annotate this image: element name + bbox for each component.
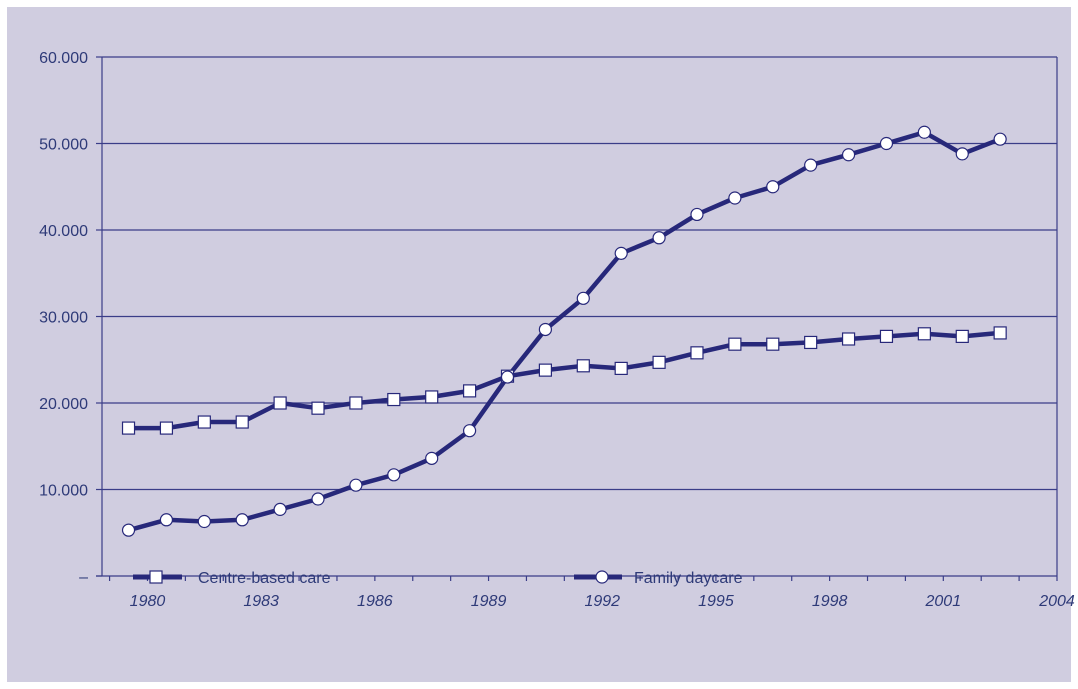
data-point-centre-based-care — [425, 390, 439, 404]
data-point-family-daycare — [841, 148, 856, 162]
data-point-centre-based-care — [690, 346, 704, 360]
y-tick-label: 20.000 — [39, 396, 88, 413]
legend-item-family-daycare: Family daycare — [574, 570, 743, 587]
data-point-centre-based-care — [538, 363, 552, 377]
y-tick-label: 50.000 — [39, 137, 88, 154]
data-point-family-daycare — [349, 478, 363, 492]
x-tick-label: 1986 — [357, 593, 393, 610]
data-point-family-daycare — [538, 322, 552, 337]
x-tick-label: 1989 — [471, 593, 507, 610]
data-point-family-daycare — [425, 451, 439, 465]
data-point-family-daycare — [804, 158, 818, 172]
y-tick-label: 60.000 — [39, 50, 88, 67]
series — [121, 125, 1007, 537]
data-point-family-daycare — [728, 191, 742, 205]
data-point-centre-based-care — [804, 335, 818, 350]
y-tick-label: 40.000 — [39, 223, 88, 240]
data-point-family-daycare — [993, 132, 1007, 146]
data-point-centre-based-care — [159, 421, 174, 435]
data-point-family-daycare — [500, 370, 515, 384]
data-point-centre-based-care — [917, 327, 931, 341]
series-line-family-daycare — [127, 130, 1002, 533]
data-point-family-daycare — [917, 125, 931, 139]
data-point-family-daycare — [462, 424, 477, 438]
data-point-family-daycare — [652, 231, 666, 245]
x-tick-label: 1992 — [584, 593, 620, 610]
y-tick-label: 10.000 — [39, 483, 88, 500]
data-point-centre-based-care — [349, 396, 363, 410]
legend: Centre-based care Family daycare — [133, 570, 743, 587]
data-point-family-daycare — [121, 523, 136, 537]
data-point-centre-based-care — [879, 329, 894, 343]
data-point-centre-based-care — [652, 355, 666, 369]
data-point-centre-based-care — [993, 326, 1007, 340]
data-point-centre-based-care — [955, 329, 969, 343]
data-point-family-daycare — [955, 147, 969, 161]
x-tick-label: 1995 — [698, 593, 734, 610]
x-tick-label: 1980 — [130, 593, 166, 610]
data-point-centre-based-care — [766, 337, 780, 351]
data-point-family-daycare — [614, 246, 628, 260]
legend-item-centre-based-care: Centre-based care — [133, 570, 331, 587]
legend-square-marker — [149, 570, 163, 584]
data-point-centre-based-care — [311, 401, 325, 415]
data-point-family-daycare — [273, 502, 287, 516]
data-point-family-daycare — [235, 513, 249, 527]
gridlines — [102, 56, 1057, 491]
data-point-centre-based-care — [728, 337, 742, 351]
data-point-centre-based-care — [576, 359, 590, 373]
data-point-centre-based-care — [197, 415, 211, 429]
data-point-family-daycare — [690, 207, 704, 222]
y-tick-label: 30.000 — [39, 310, 88, 327]
chart-frame — [7, 7, 1071, 682]
data-point-family-daycare — [387, 468, 401, 482]
x-tick-label: 2004 — [1038, 593, 1075, 610]
data-point-family-daycare — [766, 180, 780, 194]
x-tick-label: 1998 — [812, 593, 848, 610]
data-point-centre-based-care — [235, 415, 249, 429]
x-tick-label: 1983 — [243, 593, 279, 610]
data-point-family-daycare — [159, 513, 174, 527]
data-point-family-daycare — [879, 136, 894, 151]
data-point-centre-based-care — [841, 332, 856, 346]
data-point-family-daycare — [576, 291, 590, 305]
data-point-centre-based-care — [273, 396, 287, 410]
data-point-centre-based-care — [121, 421, 136, 435]
data-point-family-daycare — [197, 514, 211, 529]
legend-label-centre-based-care: Centre-based care — [198, 570, 331, 587]
data-point-centre-based-care — [387, 392, 401, 407]
x-tick-label: 2001 — [925, 593, 962, 610]
data-point-centre-based-care — [462, 384, 477, 398]
data-point-family-daycare — [311, 492, 325, 506]
series-line-centre-based-care — [128, 330, 1001, 431]
legend-circle-marker — [595, 570, 609, 584]
data-point-centre-based-care — [614, 361, 628, 375]
y-tick-label: – — [79, 569, 88, 586]
legend-label-family-daycare: Family daycare — [634, 570, 743, 587]
